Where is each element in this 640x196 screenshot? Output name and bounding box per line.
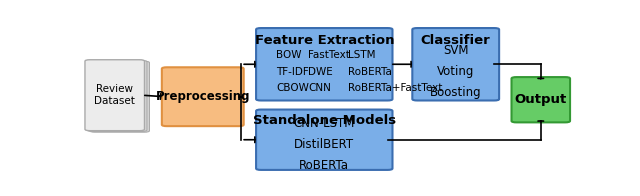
- Text: SVM
Voting
Boosting: SVM Voting Boosting: [430, 44, 481, 99]
- Text: Classifier: Classifier: [421, 34, 491, 47]
- Text: BOW
TF-IDF
CBOW: BOW TF-IDF CBOW: [276, 50, 308, 93]
- FancyBboxPatch shape: [256, 110, 392, 170]
- FancyBboxPatch shape: [412, 28, 499, 101]
- FancyBboxPatch shape: [256, 28, 392, 101]
- Text: Output: Output: [515, 93, 567, 106]
- FancyBboxPatch shape: [88, 61, 147, 132]
- FancyBboxPatch shape: [90, 61, 150, 132]
- Text: Feature Extraction: Feature Extraction: [255, 34, 394, 47]
- FancyBboxPatch shape: [162, 67, 244, 126]
- Text: FastText
DWE
CNN: FastText DWE CNN: [308, 50, 350, 93]
- Text: CNN-LSTM
DistilBERT
RoBERTa: CNN-LSTM DistilBERT RoBERTa: [294, 117, 355, 172]
- Text: LSTM
RoBERTa
RoBERTa+FastText: LSTM RoBERTa RoBERTa+FastText: [348, 50, 442, 93]
- Text: Preprocessing: Preprocessing: [156, 90, 250, 103]
- Text: Review
Dataset: Review Dataset: [94, 84, 135, 106]
- Text: Standalone Models: Standalone Models: [253, 114, 396, 127]
- FancyBboxPatch shape: [85, 60, 145, 131]
- FancyBboxPatch shape: [511, 77, 570, 122]
